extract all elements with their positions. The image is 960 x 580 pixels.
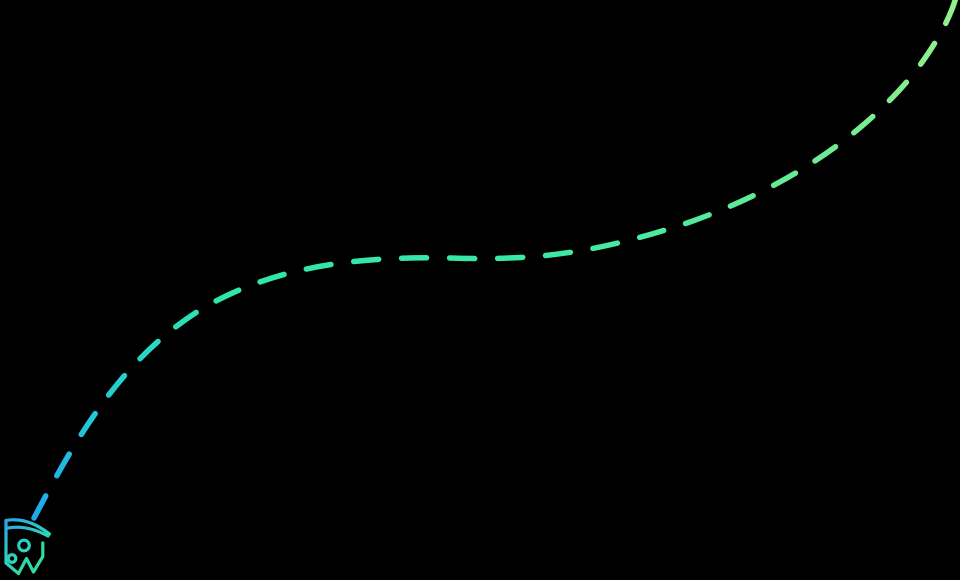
pizza-slice-outline bbox=[4, 518, 45, 576]
pizza-crust-inner bbox=[5, 525, 50, 538]
pizza-topping-small bbox=[6, 553, 18, 564]
pizza-topping-large bbox=[17, 538, 31, 553]
pizza-slice-icon bbox=[4, 518, 52, 576]
dashed-journey-path bbox=[31, 0, 959, 521]
pizza-crust-outer bbox=[4, 518, 52, 536]
